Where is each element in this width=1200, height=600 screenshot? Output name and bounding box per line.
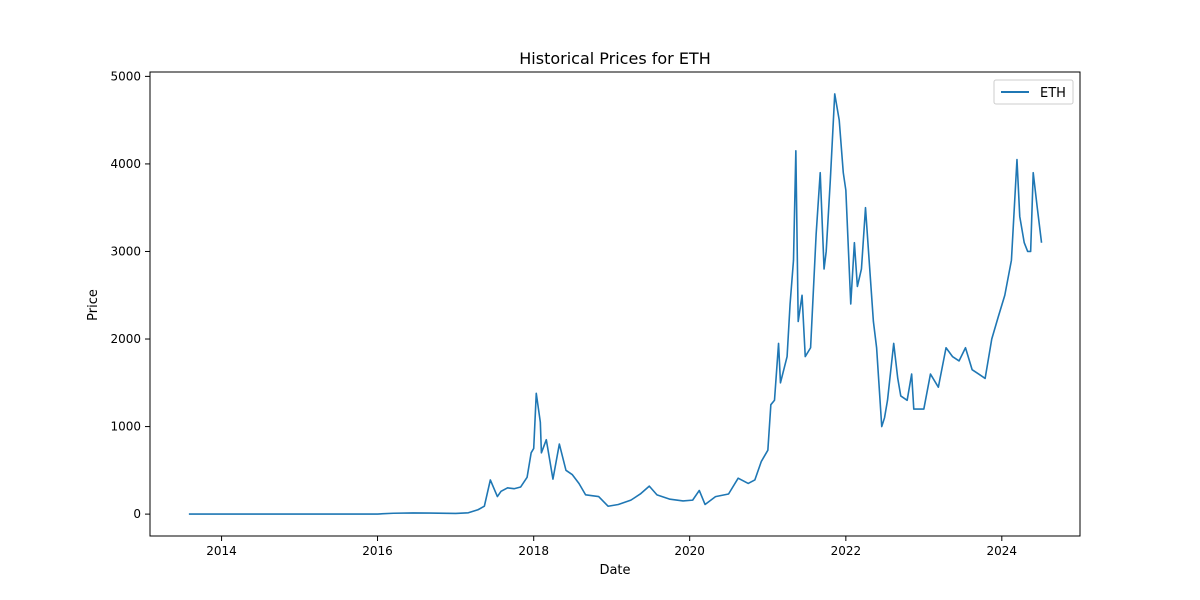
series-line-eth [188, 93, 1043, 515]
y-tick-label: 5000 [110, 69, 141, 83]
x-tick-label: 2022 [831, 544, 862, 558]
chart-title: Historical Prices for ETH [519, 49, 710, 68]
y-axis-ticks: 0 1000 2000 3000 4000 5000 [110, 69, 150, 521]
x-tick-label: 2020 [674, 544, 705, 558]
y-tick-label: 3000 [110, 244, 141, 258]
plot-area-frame [149, 71, 1081, 537]
x-axis-label: Date [599, 563, 630, 578]
x-tick-label: 2024 [987, 544, 1018, 558]
y-tick-label: 1000 [110, 420, 141, 434]
y-axis-label: Price [86, 289, 101, 321]
y-tick-label: 0 [133, 507, 141, 521]
x-tick-label: 2016 [362, 544, 393, 558]
series-layer [188, 93, 1043, 515]
legend-box [993, 79, 1074, 105]
x-tick-label: 2018 [518, 544, 549, 558]
x-tick-label: 2014 [206, 544, 237, 558]
y-tick-label: 2000 [110, 332, 141, 346]
y-tick-label: 4000 [110, 157, 141, 171]
legend: ETH [993, 79, 1074, 105]
x-axis-ticks: 2014 2016 2018 2020 2022 2024 [206, 536, 1017, 558]
legend-label-eth: ETH [1040, 86, 1066, 101]
